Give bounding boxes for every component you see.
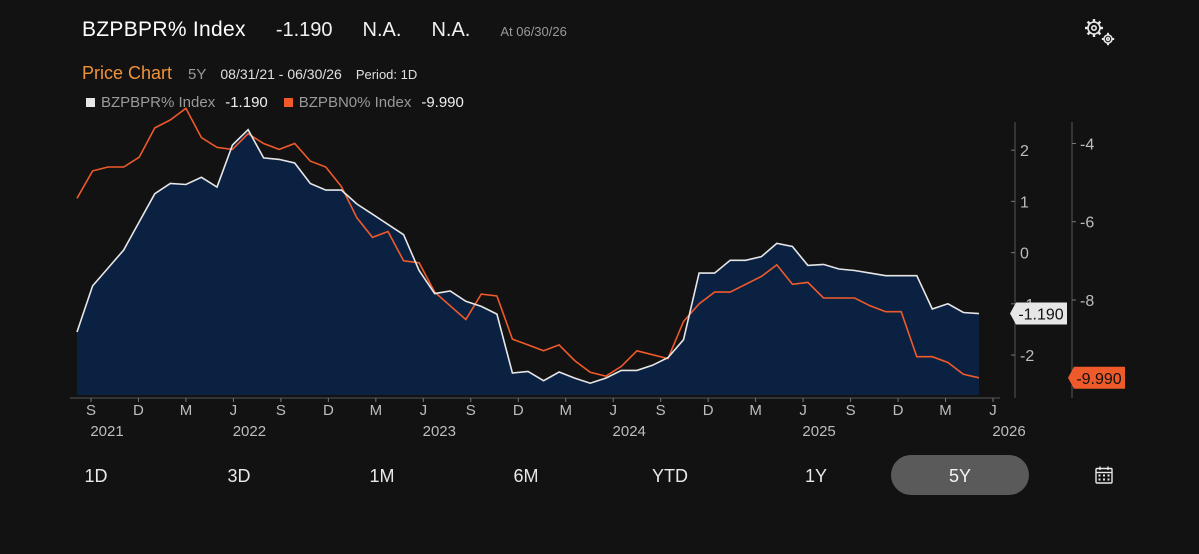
x-axis-year-label: 2024 <box>613 423 646 440</box>
range-label: 5Y <box>188 66 207 83</box>
last-price: -1.190 <box>275 19 333 41</box>
series-line-bzpbpr <box>76 128 980 385</box>
series-area-bzpbpr <box>77 129 979 395</box>
chart-legend: BZPBPR% Index -1.190 BZPBN0% Index -9.99… <box>86 94 480 111</box>
last-value-label-bzpbpr-bg <box>1010 302 1067 325</box>
x-axis-year-label: 2021 <box>90 423 123 440</box>
chart-subheader: Price Chart 5Y 08/31/21 - 06/30/26 Perio… <box>82 63 417 84</box>
timeframe-3d-button[interactable]: 3D <box>227 466 251 486</box>
x-axis-tick-label: M <box>559 402 572 419</box>
x-axis-tick-label: S <box>276 402 286 419</box>
x-axis-year-label: 2026 <box>992 423 1025 440</box>
x-axis-tick-label: M <box>939 402 952 419</box>
last-value-label-bzpbn0-bg <box>1068 366 1125 389</box>
left-axis-tick-label: 1 <box>1020 194 1029 211</box>
x-axis-year-label: 2025 <box>802 423 835 440</box>
last-value-label-bzpbpr: -1.190 <box>1010 302 1067 325</box>
x-axis-tick-label: D <box>133 402 144 419</box>
right-axis-tick-label: -8 <box>1080 293 1094 310</box>
x-axis-tick-label: M <box>180 402 193 419</box>
left-axis-tick-label: -2 <box>1020 348 1034 365</box>
left-axis-tick-label: 2 <box>1020 143 1029 160</box>
timeframe-5y-button[interactable]: 5Y <box>891 455 1029 495</box>
legend-series-value: -9.990 <box>421 94 464 111</box>
x-axis-tick-label: D <box>703 402 714 419</box>
x-axis-tick-label: J <box>230 402 238 419</box>
last-value-label-bzpbpr-text: -1.190 <box>1018 307 1063 324</box>
timeframe-ytd-button[interactable]: YTD <box>652 466 688 486</box>
legend-swatch <box>283 98 293 107</box>
legend-series-value: -1.190 <box>225 94 268 111</box>
header: BZPBPR% Index -1.190 N.A. N.A. At 06/30/… <box>82 18 567 42</box>
x-axis-tick-label: S <box>86 402 96 419</box>
series-line-bzpbn0 <box>76 107 980 379</box>
timeframe-1m-button[interactable]: 1M <box>369 466 395 486</box>
x-axis-tick-label: D <box>513 402 524 419</box>
x-axis-tick-label: J <box>420 402 428 419</box>
x-axis-tick-label: J <box>989 402 997 419</box>
timeframe-1y-button[interactable]: 1Y <box>804 466 828 486</box>
pct-change: N.A. <box>431 19 471 41</box>
as-of-date: At 06/30/26 <box>500 24 567 39</box>
legend-item-bzpbpr[interactable]: BZPBPR% Index -1.190 <box>86 94 268 111</box>
legend-series-name: BZPBPR% Index <box>101 94 216 111</box>
timeframe-selector: 1D 3D 1M 6M YTD 1Y 5Y <box>62 455 1062 495</box>
legend-item-bzpbn0[interactable]: BZPBN0% Index -9.990 <box>283 94 464 111</box>
period-label: Period: 1D <box>355 67 418 82</box>
last-value-label-bzpbn0: -9.990 <box>1068 366 1125 389</box>
x-axis-tick-label: S <box>846 402 856 419</box>
x-axis-tick-label: S <box>656 402 666 419</box>
calendar-icon[interactable] <box>1094 465 1114 485</box>
right-axis-tick-label: -4 <box>1080 137 1094 154</box>
gears-icon[interactable] <box>1082 16 1118 48</box>
x-axis-year-label: 2022 <box>233 423 266 440</box>
legend-swatch <box>86 98 95 107</box>
net-change: N.A. <box>362 19 402 41</box>
x-axis-tick-label: D <box>893 402 904 419</box>
x-axis-year-label: 2023 <box>423 423 456 440</box>
left-axis-tick-label: 0 <box>1020 246 1029 263</box>
legend-series-name: BZPBN0% Index <box>298 94 412 111</box>
x-axis-tick-label: M <box>370 402 383 419</box>
x-axis-tick-label: D <box>323 402 334 419</box>
x-axis-tick-label: J <box>609 402 617 419</box>
last-value-label-bzpbn0-text: -9.990 <box>1076 371 1121 388</box>
x-axis-tick-label: J <box>799 402 807 419</box>
timeframe-1d-button[interactable]: 1D <box>84 466 108 486</box>
timeframe-6m-button[interactable]: 6M <box>513 466 539 486</box>
ticker-title: BZPBPR% Index <box>82 18 246 41</box>
date-range: 08/31/21 - 06/30/26 <box>220 66 342 82</box>
price-chart-title: Price Chart <box>82 63 173 83</box>
right-axis-tick-label: -6 <box>1080 215 1094 232</box>
price-chart[interactable]: 210-1-2-4-6-8S2021DMJ2022SDMJ2023SDMJ202… <box>0 0 1199 450</box>
x-axis-tick-label: S <box>466 402 476 419</box>
x-axis-tick-label: M <box>749 402 762 419</box>
